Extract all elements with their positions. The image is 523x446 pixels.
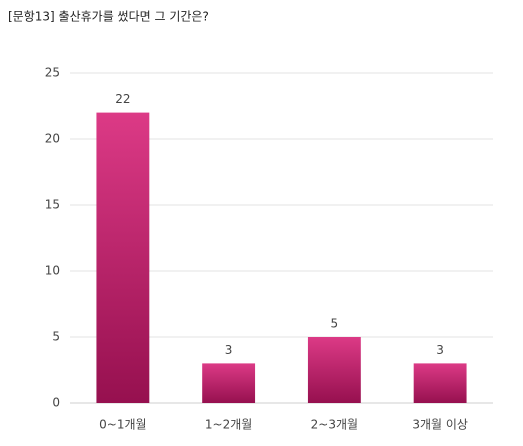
bar: [413, 363, 467, 403]
value-label: 5: [331, 317, 339, 331]
y-tick-label: 15: [45, 198, 60, 212]
x-tick-label: 2~3개월: [311, 418, 358, 432]
y-tick-label: 20: [45, 132, 60, 146]
chart-title: [문항13] 출산휴가를 썼다면 그 기간은?: [8, 10, 209, 24]
y-tick-label: 25: [45, 66, 60, 80]
value-label: 22: [115, 92, 130, 106]
x-tick-label: 0~1개월: [99, 418, 146, 432]
bar: [307, 337, 361, 403]
y-tick-label: 10: [45, 264, 60, 278]
y-tick-label: 5: [52, 330, 60, 344]
bar: [202, 363, 256, 403]
bar: [96, 112, 150, 403]
value-label: 3: [436, 343, 444, 357]
x-tick-label: 3개월 이상: [412, 418, 468, 432]
y-tick-label: 0: [52, 396, 60, 410]
x-tick-label: 1~2개월: [205, 418, 252, 432]
value-label: 3: [225, 343, 233, 357]
